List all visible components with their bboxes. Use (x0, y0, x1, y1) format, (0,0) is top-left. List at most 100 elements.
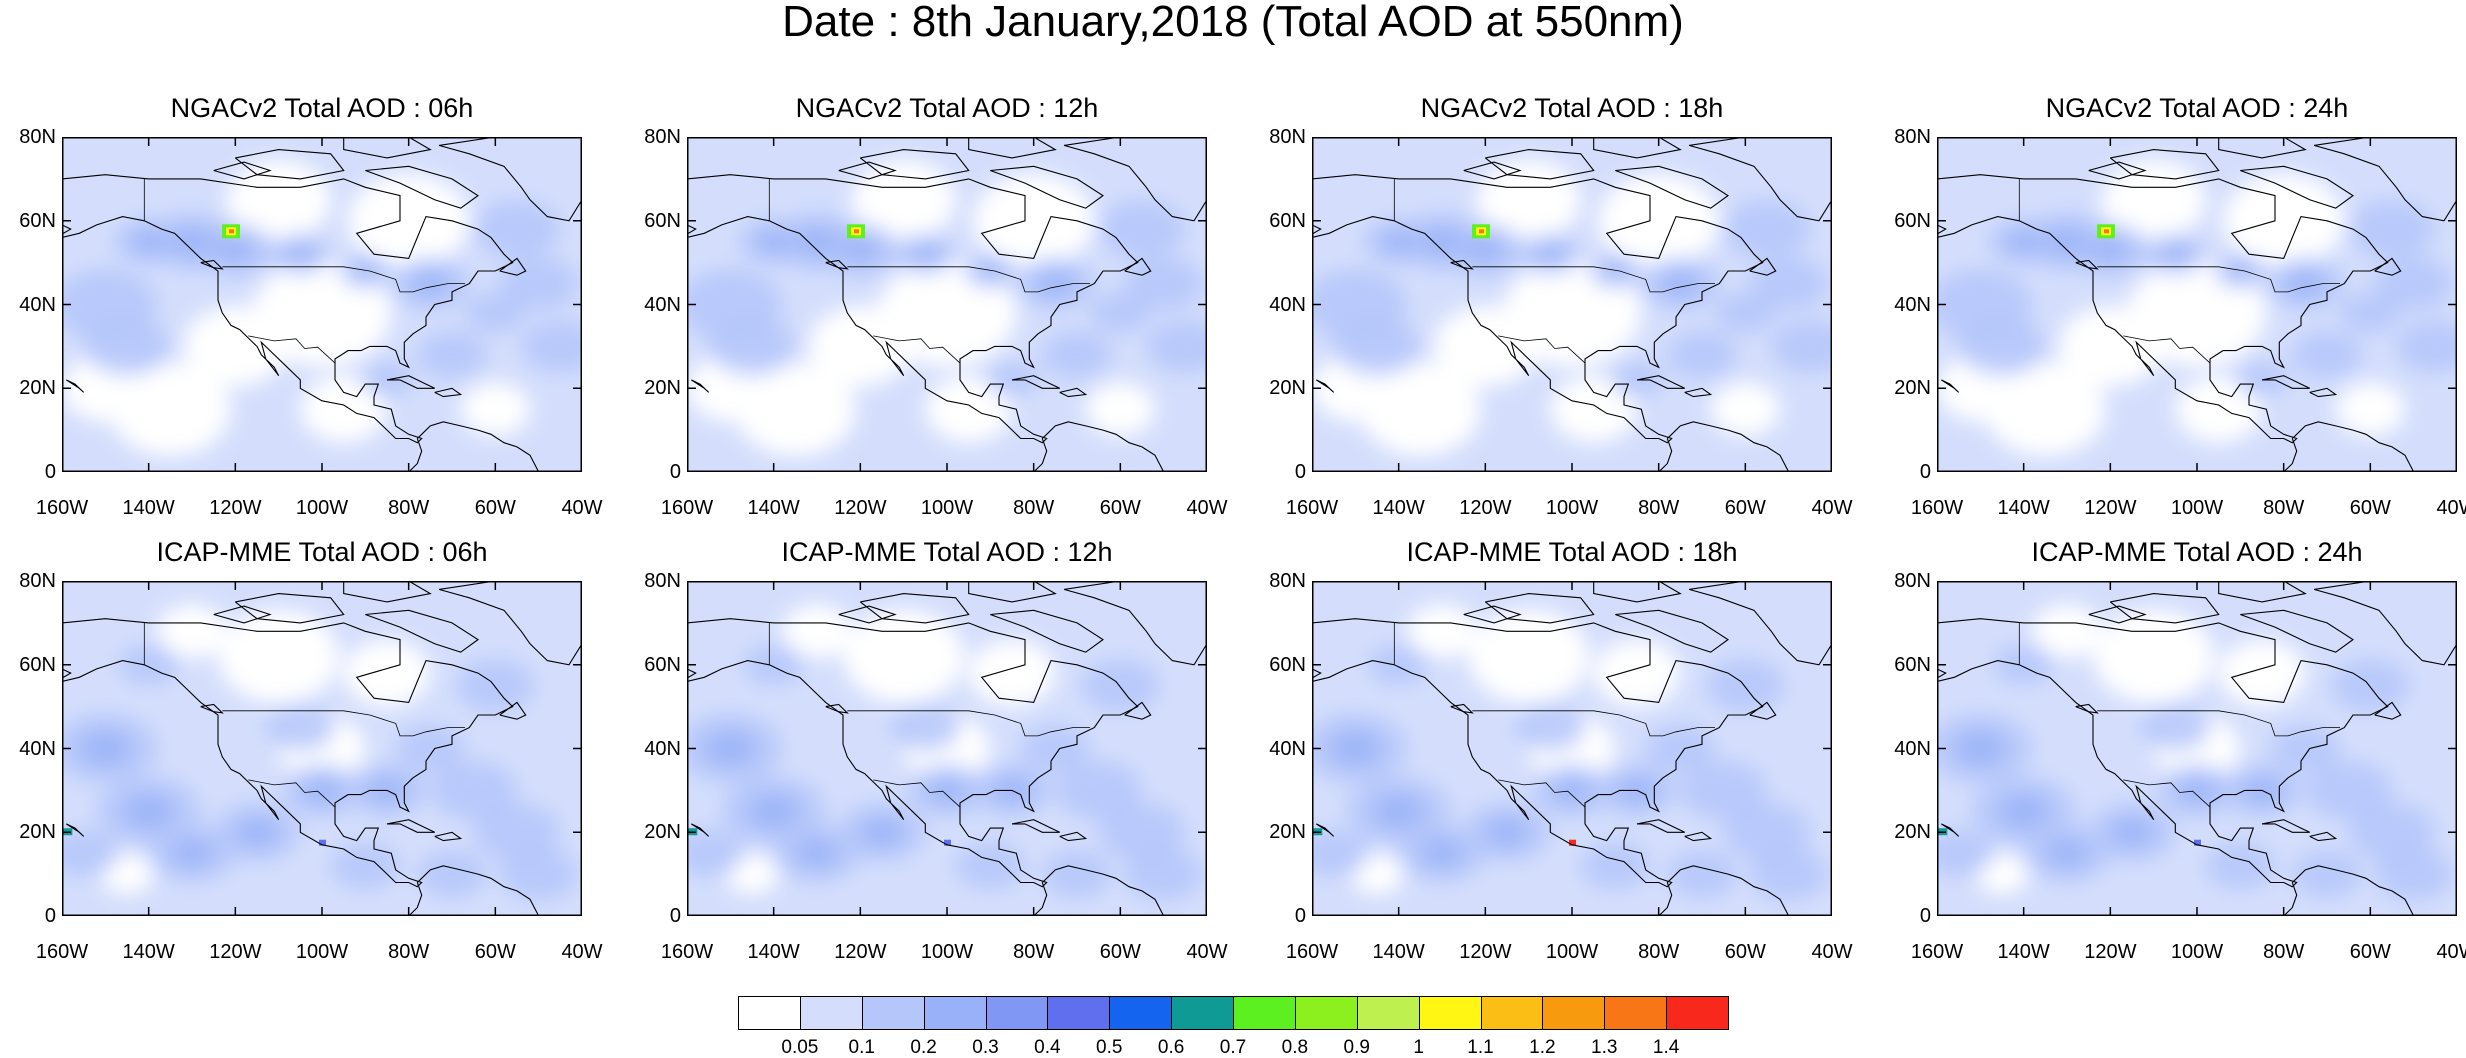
colorbar-label: 0.5 (1096, 1037, 1123, 1058)
y-tick-label: 80N (19, 126, 56, 148)
coastlines (62, 137, 582, 472)
x-tick-label: 80W (1638, 941, 1680, 963)
x-tick-label: 60W (1099, 941, 1141, 963)
x-tick-label: 160W (35, 941, 89, 963)
y-tick-label: 0 (669, 905, 681, 927)
panel-title: NGACv2 Total AOD : 12h (795, 93, 1099, 123)
colorbar-label: 1 (1413, 1037, 1424, 1058)
coastlines (1937, 581, 2457, 916)
coastlines (687, 581, 1207, 916)
aod-shading (1937, 604, 2453, 901)
x-tick-label: 40W (1186, 497, 1228, 519)
x-tick-label: 60W (474, 497, 516, 519)
x-tick-label: 160W (1910, 941, 1964, 963)
x-tick-label: 100W (295, 497, 349, 519)
colorbar-label: 0.7 (1219, 1037, 1247, 1058)
y-tick-label: 40N (1269, 293, 1306, 316)
aod-shading (1312, 159, 1832, 457)
y-tick-label: 80N (644, 570, 681, 592)
y-tick-label: 60N (19, 209, 56, 232)
colorbar-label: 0.05 (781, 1037, 819, 1058)
colorbar-swatch (861, 996, 925, 1030)
x-tick-label: 140W (122, 941, 175, 963)
x-tick-label: 100W (295, 941, 349, 963)
y-tick-label: 40N (644, 737, 681, 760)
y-tick-label: 80N (1894, 126, 1931, 148)
x-tick-label: 160W (35, 497, 89, 519)
y-tick-label: 80N (644, 126, 681, 148)
y-tick-label: 0 (1294, 905, 1306, 927)
x-tick-label: 160W (1285, 497, 1339, 519)
x-tick-label: 40W (2436, 497, 2466, 519)
colorbar-swatch (1356, 996, 1420, 1030)
colorbar-swatch (1233, 996, 1296, 1030)
coastlines (687, 137, 1207, 472)
y-tick-label: 40N (1269, 737, 1306, 760)
aod-shading (687, 604, 1203, 901)
map-panel (687, 581, 1207, 916)
y-tick-label: 60N (19, 653, 56, 676)
x-tick-label: 60W (2349, 497, 2391, 519)
x-tick-label: 40W (2436, 941, 2466, 963)
x-tick-label: 80W (388, 941, 430, 963)
y-tick-label: 20N (19, 377, 56, 400)
y-tick-label: 0 (1919, 461, 1931, 483)
aod-shading (1937, 159, 2457, 457)
x-tick-label: 80W (388, 497, 430, 519)
panel-title: NGACv2 Total AOD : 06h (170, 93, 474, 123)
y-tick-label: 40N (19, 737, 56, 760)
y-tick-label: 0 (44, 461, 56, 483)
colorbar-label: 0.1 (848, 1037, 875, 1058)
map-panel (1937, 137, 2457, 472)
x-tick-label: 100W (1545, 941, 1599, 963)
colorbar-swatch (1604, 996, 1668, 1030)
y-tick-label: 40N (19, 293, 56, 316)
aod-shading (687, 159, 1207, 457)
x-tick-label: 120W (834, 941, 887, 963)
x-tick-label: 80W (1638, 497, 1680, 519)
map-panel (1937, 581, 2457, 916)
x-tick-label: 100W (920, 497, 974, 519)
y-tick-label: 0 (44, 905, 56, 927)
y-tick-label: 20N (1269, 377, 1306, 400)
y-tick-label: 40N (1894, 293, 1931, 316)
y-tick-label: 20N (644, 821, 681, 844)
x-tick-label: 40W (561, 497, 603, 519)
x-tick-label: 120W (1459, 497, 1512, 519)
colorbar-swatch (985, 996, 1049, 1030)
colorbar-label: 1.3 (1591, 1037, 1618, 1058)
colorbar-label: 0.3 (972, 1037, 999, 1058)
y-tick-label: 40N (1894, 737, 1931, 760)
panel-title: ICAP-MME Total AOD : 06h (156, 537, 488, 567)
x-tick-label: 140W (1372, 941, 1425, 963)
colorbar-label: 0.2 (910, 1037, 937, 1058)
x-tick-label: 100W (920, 941, 974, 963)
colorbar-swatch (738, 996, 801, 1030)
x-tick-label: 80W (1013, 941, 1055, 963)
y-tick-label: 40N (644, 293, 681, 316)
colorbar (738, 996, 1729, 1030)
panel-title: ICAP-MME Total AOD : 18h (1406, 537, 1738, 567)
colorbar-swatch (923, 996, 987, 1030)
y-tick-label: 20N (1894, 377, 1931, 400)
x-tick-label: 120W (2084, 941, 2137, 963)
map-panel (1312, 137, 1832, 472)
x-tick-label: 160W (1285, 941, 1339, 963)
x-tick-label: 80W (2263, 497, 2305, 519)
y-tick-label: 0 (669, 461, 681, 483)
x-tick-label: 60W (474, 941, 516, 963)
aod-shading (62, 604, 578, 901)
panel-title: ICAP-MME Total AOD : 12h (781, 537, 1113, 567)
y-tick-label: 20N (19, 821, 56, 844)
x-tick-label: 120W (1459, 941, 1512, 963)
tick-marks (1937, 581, 2457, 916)
colorbar-label: 1.1 (1467, 1037, 1494, 1058)
y-tick-label: 60N (1894, 209, 1931, 232)
x-tick-label: 60W (1724, 941, 1766, 963)
tick-marks (687, 137, 1207, 472)
tick-marks (1312, 137, 1832, 472)
map-panel (62, 581, 582, 916)
tick-marks (687, 581, 1207, 916)
coastlines (1312, 581, 1832, 916)
panel-title: NGACv2 Total AOD : 18h (1420, 93, 1724, 123)
